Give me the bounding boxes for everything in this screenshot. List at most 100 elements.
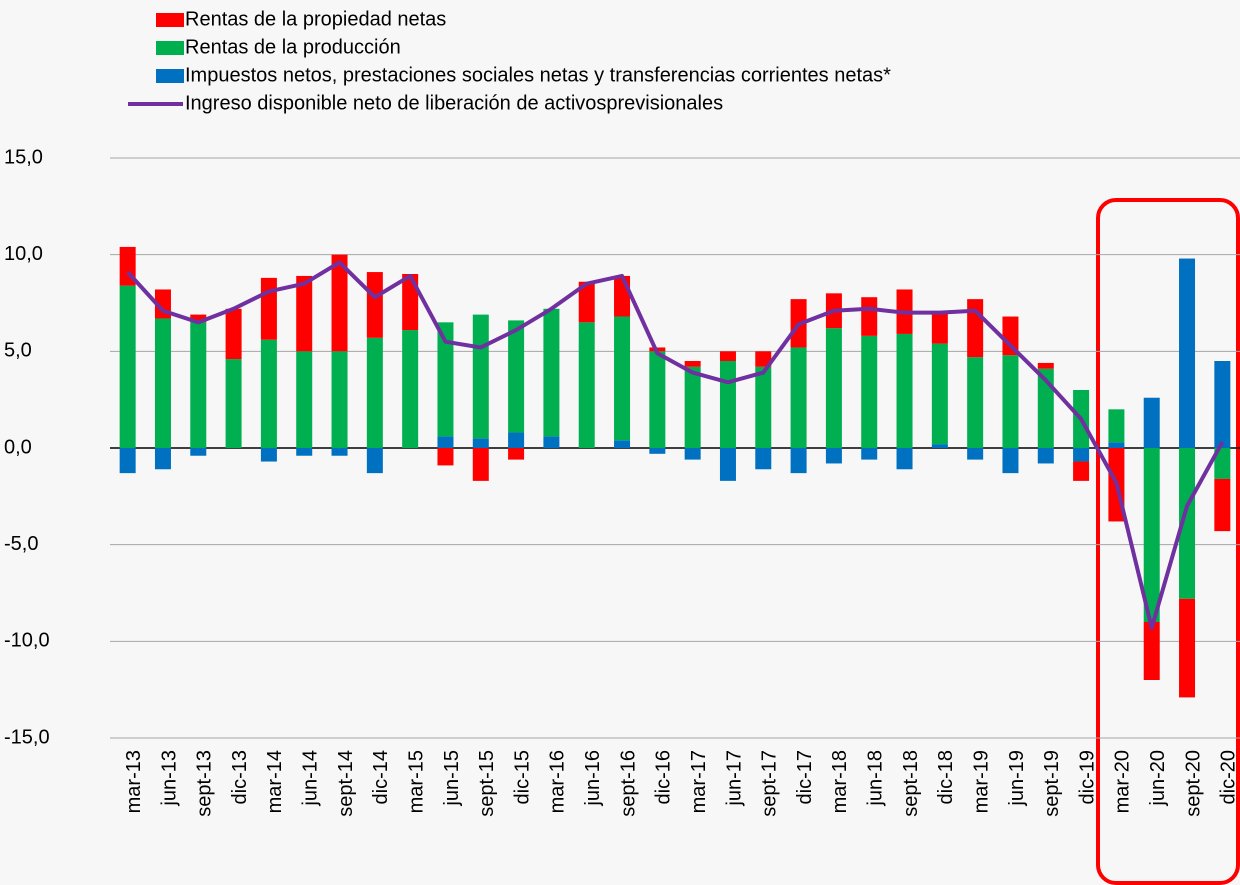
bar bbox=[719, 361, 736, 448]
bar bbox=[755, 366, 772, 448]
bar bbox=[296, 448, 313, 456]
bar bbox=[1179, 598, 1196, 698]
bar bbox=[119, 448, 136, 474]
bar bbox=[684, 448, 701, 460]
y-tick-label: 0,0 bbox=[4, 436, 32, 458]
x-tick-label: sept-17 bbox=[759, 750, 781, 817]
bar bbox=[967, 299, 984, 358]
bar bbox=[825, 328, 842, 448]
bar bbox=[684, 366, 701, 448]
x-tick-label: mar-17 bbox=[688, 750, 710, 813]
bar bbox=[366, 448, 383, 474]
bar bbox=[225, 359, 242, 448]
bar bbox=[1143, 622, 1160, 680]
bar bbox=[896, 448, 913, 470]
x-tick-label: dic-15 bbox=[511, 750, 533, 804]
bar bbox=[755, 351, 772, 367]
x-tick-label: sept-14 bbox=[335, 750, 357, 817]
bar bbox=[1037, 368, 1054, 448]
bar bbox=[825, 448, 842, 464]
bar bbox=[931, 444, 948, 448]
x-tick-label: dic-19 bbox=[1076, 750, 1098, 804]
x-tick-label: jun-15 bbox=[441, 750, 463, 807]
x-tick-label: dic-20 bbox=[1218, 750, 1240, 804]
bar bbox=[508, 320, 525, 433]
legend-label: Rentas de la producción bbox=[185, 36, 401, 58]
bar bbox=[543, 436, 560, 448]
y-tick-label: 15,0 bbox=[4, 146, 43, 168]
bar bbox=[437, 322, 454, 437]
bar bbox=[614, 440, 631, 448]
bar bbox=[1002, 448, 1019, 474]
x-tick-label: dic-14 bbox=[370, 750, 392, 804]
x-tick-label: sept-19 bbox=[1041, 750, 1063, 817]
bar bbox=[861, 335, 878, 448]
bar bbox=[1037, 448, 1054, 464]
bar bbox=[931, 343, 948, 445]
bar bbox=[931, 312, 948, 344]
bar bbox=[1214, 361, 1231, 448]
x-tick-label: mar-20 bbox=[1112, 750, 1134, 813]
bar bbox=[1143, 448, 1160, 622]
y-tick-label: 5,0 bbox=[4, 340, 32, 362]
bar bbox=[437, 436, 454, 448]
x-tick-label: jun-14 bbox=[300, 750, 322, 807]
bar bbox=[366, 272, 383, 338]
x-tick-label: mar-15 bbox=[405, 750, 427, 813]
bar bbox=[1179, 448, 1196, 599]
x-tick-label: jun-19 bbox=[1006, 750, 1028, 807]
bar bbox=[190, 448, 207, 456]
legend-label: Ingreso disponible neto de liberación de… bbox=[185, 92, 723, 114]
bar bbox=[578, 281, 595, 323]
bar bbox=[1214, 448, 1231, 479]
bar bbox=[1108, 442, 1125, 448]
bar bbox=[260, 448, 277, 462]
bar bbox=[967, 448, 984, 460]
bar bbox=[331, 254, 348, 352]
bar bbox=[790, 347, 807, 448]
bar bbox=[861, 297, 878, 336]
bar bbox=[472, 438, 489, 448]
bar bbox=[472, 448, 489, 481]
bar bbox=[1073, 448, 1090, 462]
bar bbox=[719, 351, 736, 361]
legend-label: Rentas de la propiedad netas bbox=[185, 8, 446, 30]
y-tick-label: -15,0 bbox=[4, 726, 50, 748]
x-tick-label: dic-13 bbox=[229, 750, 251, 804]
legend-label: Impuestos netos, prestaciones sociales n… bbox=[185, 64, 891, 86]
bar bbox=[1143, 397, 1160, 448]
bar bbox=[614, 275, 631, 317]
bar bbox=[296, 275, 313, 352]
legend-swatch bbox=[156, 13, 184, 27]
x-tick-label: sept-16 bbox=[617, 750, 639, 817]
bar bbox=[755, 448, 772, 470]
x-tick-label: jun-20 bbox=[1147, 750, 1169, 807]
bar bbox=[1179, 258, 1196, 448]
x-tick-label: jun-16 bbox=[582, 750, 604, 807]
bar bbox=[1002, 355, 1019, 448]
x-tick-label: mar-19 bbox=[970, 750, 992, 813]
y-tick-label: -5,0 bbox=[4, 533, 38, 555]
legend-swatch bbox=[156, 41, 184, 55]
bar bbox=[649, 351, 666, 448]
bar bbox=[1037, 362, 1054, 369]
bar bbox=[402, 274, 419, 331]
bar bbox=[790, 448, 807, 474]
bar bbox=[225, 308, 242, 360]
line bbox=[126, 260, 1225, 630]
bar bbox=[684, 361, 701, 367]
bar bbox=[331, 351, 348, 448]
bar bbox=[614, 316, 631, 441]
x-tick-label: mar-16 bbox=[547, 750, 569, 813]
bar bbox=[296, 351, 313, 448]
x-tick-label: sept-18 bbox=[900, 750, 922, 817]
x-tick-label: mar-14 bbox=[264, 750, 286, 813]
y-tick-label: -10,0 bbox=[4, 630, 50, 652]
x-tick-label: mar-18 bbox=[829, 750, 851, 813]
bar bbox=[861, 448, 878, 460]
bar bbox=[508, 432, 525, 448]
bar bbox=[190, 314, 207, 323]
x-tick-label: jun-13 bbox=[158, 750, 180, 807]
bar bbox=[331, 448, 348, 456]
